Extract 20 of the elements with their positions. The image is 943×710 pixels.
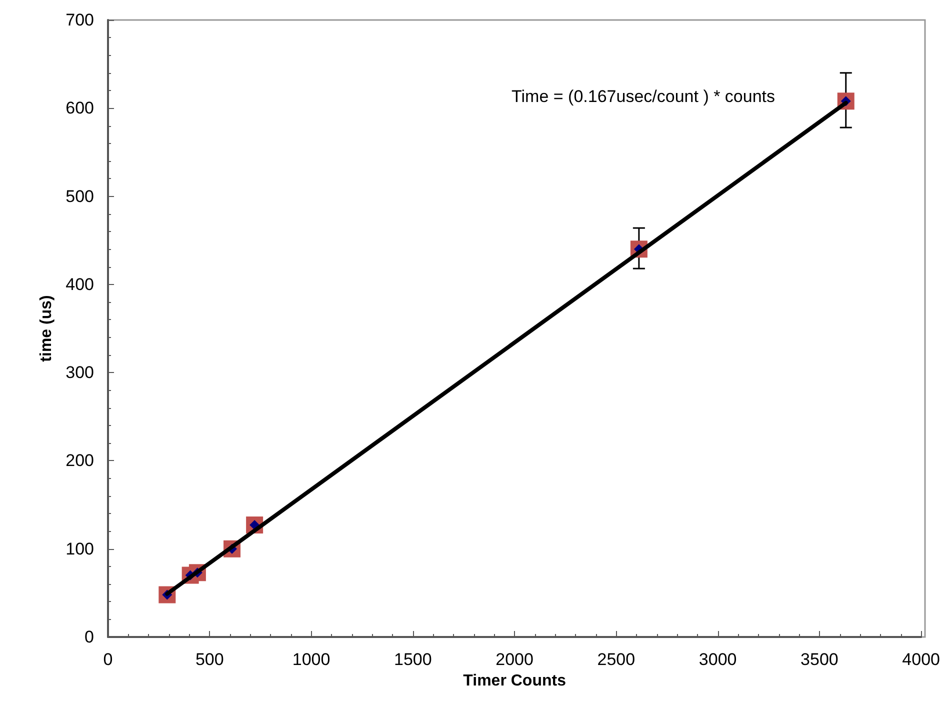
y-tick-label: 500 [66, 186, 94, 206]
x-tick-label: 0 [103, 650, 113, 669]
y-tick-label: 400 [66, 274, 94, 294]
x-tick-label: 4000 [902, 650, 940, 669]
y-tick-label: 0 [84, 628, 94, 646]
y-tick-label: 100 [66, 539, 94, 558]
y-tick-label: 600 [66, 98, 94, 118]
y-tick-label: 300 [66, 363, 94, 382]
y-tick-label: 200 [66, 451, 94, 470]
annotation: Time = (0.167usec/count ) * counts [512, 87, 776, 106]
x-axis-title: Timer Counts [463, 672, 566, 690]
x-tick-label: 500 [195, 650, 224, 669]
y-tick-label: 700 [66, 10, 94, 30]
x-tick-label: 1500 [394, 650, 432, 669]
y-axis-title: time (us) [38, 295, 56, 362]
x-tick-label: 1000 [292, 650, 330, 669]
x-tick-label: 2500 [597, 650, 636, 669]
x-tick-label: 3500 [800, 650, 838, 669]
x-tick-label: 3000 [698, 650, 737, 669]
x-tick-label: 2000 [496, 650, 534, 669]
